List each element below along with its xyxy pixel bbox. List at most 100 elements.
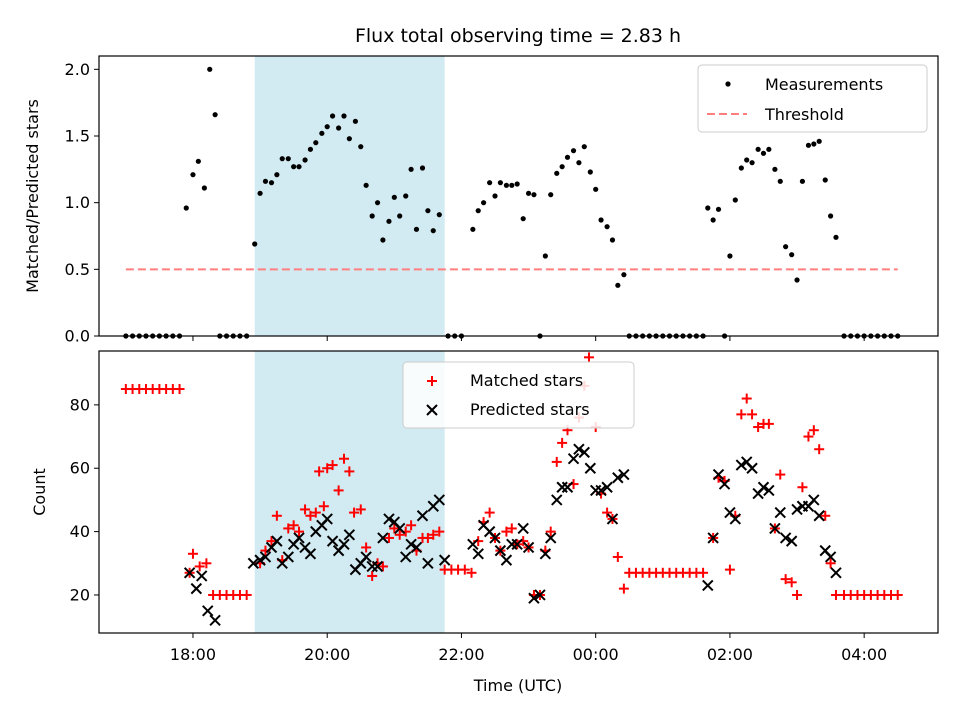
measurements-point — [324, 124, 330, 130]
matched-stars-point — [892, 589, 903, 600]
measurements-point — [183, 205, 189, 211]
predicted-stars-point — [830, 567, 842, 579]
measurements-point — [274, 172, 280, 178]
measurements-point — [413, 226, 420, 232]
measurements-point — [336, 125, 342, 131]
legend-measurements-label: Measurements — [765, 75, 883, 94]
predicted-stars-point — [702, 579, 714, 592]
predicted-stars-point — [467, 538, 479, 550]
matched-stars-point — [501, 526, 512, 537]
predicted-stars-point — [321, 513, 333, 525]
measurements-point — [564, 154, 571, 160]
y-tick-label: 60 — [70, 459, 90, 478]
measurements-point — [487, 180, 493, 186]
measurements-point — [470, 226, 476, 232]
predicted-stars-point — [472, 548, 484, 560]
measurements-point — [816, 138, 822, 144]
matched-stars-point — [484, 507, 495, 518]
matched-stars-point — [551, 456, 562, 467]
matched-stars-point — [266, 536, 277, 547]
predicted-stars-point — [545, 532, 557, 544]
predicted-stars-point — [746, 462, 758, 474]
predicted-stars-point — [183, 567, 196, 579]
matched-stars-point — [333, 485, 344, 496]
predicted-stars-point — [282, 551, 294, 563]
predicted-stars-point — [304, 548, 317, 560]
predicted-stars-point — [528, 592, 540, 604]
predicted-stars-point — [735, 459, 748, 471]
predicted-stars-point — [522, 541, 535, 554]
matched-stars-point — [428, 529, 439, 540]
measurements-point — [302, 157, 308, 163]
predicted-stars-point — [326, 535, 339, 547]
legend-matched-label: Matched stars — [470, 371, 583, 390]
top-panel-marks — [123, 66, 901, 339]
predicted-stars-point — [584, 462, 597, 474]
measurements-point — [397, 213, 403, 219]
predicted-stars-point — [567, 453, 580, 465]
measurements-point — [358, 144, 364, 150]
measurements-point — [609, 237, 616, 243]
measurements-point — [386, 218, 392, 224]
predicted-stars-point — [539, 548, 552, 560]
measurements-point — [760, 150, 767, 156]
measurements-point — [503, 182, 510, 188]
measurements-point — [833, 234, 839, 240]
matched-stars-point — [383, 532, 394, 543]
measurements-point — [352, 118, 358, 124]
matched-stars-point — [389, 523, 400, 534]
measurements-point — [805, 142, 812, 148]
measurements-point — [576, 160, 582, 166]
predicted-stars-point — [190, 582, 203, 595]
matched-stars-point — [394, 529, 405, 540]
y-tick-label: 80 — [70, 395, 90, 414]
predicted-stars-point — [400, 551, 412, 563]
predicted-stars-point — [561, 481, 574, 493]
predicted-stars-point — [383, 513, 395, 525]
matched-stars-point — [174, 384, 185, 395]
predicted-stars-point — [195, 570, 208, 582]
matched-stars-point — [314, 466, 325, 477]
measurements-point — [542, 253, 548, 259]
measurements-point — [391, 194, 397, 200]
measurements-point — [615, 282, 621, 288]
predicted-stars-point — [573, 443, 585, 455]
predicted-stars-point — [774, 506, 786, 519]
predicted-stars-point — [489, 532, 501, 544]
predicted-stars-point — [416, 510, 429, 522]
measurements-point — [296, 164, 302, 170]
predicted-stars-point — [410, 541, 423, 554]
measurements-point — [279, 156, 285, 162]
y-tick-label: 0.5 — [65, 260, 90, 279]
matched-stars-point — [506, 523, 517, 534]
matched-stars-point — [283, 523, 294, 534]
predicted-stars-point — [785, 535, 798, 547]
matched-stars-point — [612, 551, 623, 562]
measurements-point — [520, 216, 526, 222]
matched-stars-point — [775, 469, 786, 480]
matched-stars-point — [310, 507, 321, 518]
matched-stars-point — [294, 526, 305, 537]
measurements-point — [811, 141, 817, 147]
measurements-point — [598, 217, 604, 223]
predicted-stars-point — [338, 538, 350, 550]
measurements-point — [570, 148, 577, 154]
measurements-point — [710, 217, 716, 223]
predicted-stars-point — [360, 551, 372, 563]
matched-stars-point — [724, 564, 735, 575]
predicted-stars-point — [813, 510, 825, 522]
measurements-point — [313, 140, 319, 146]
x-tick-label: 18:00 — [170, 645, 216, 664]
matched-stars-point — [618, 583, 629, 594]
matched-stars-point — [300, 504, 311, 515]
matched-stars-point — [780, 574, 791, 585]
matched-stars-point — [349, 507, 360, 518]
measurements-point — [436, 212, 442, 218]
measurements-point — [403, 193, 409, 199]
predicted-stars-point — [422, 557, 434, 569]
x-tick-label: 22:00 — [438, 645, 484, 664]
matched-stars-point — [344, 466, 355, 477]
matched-stars-point — [814, 444, 825, 455]
predicted-stars-point — [791, 503, 803, 516]
